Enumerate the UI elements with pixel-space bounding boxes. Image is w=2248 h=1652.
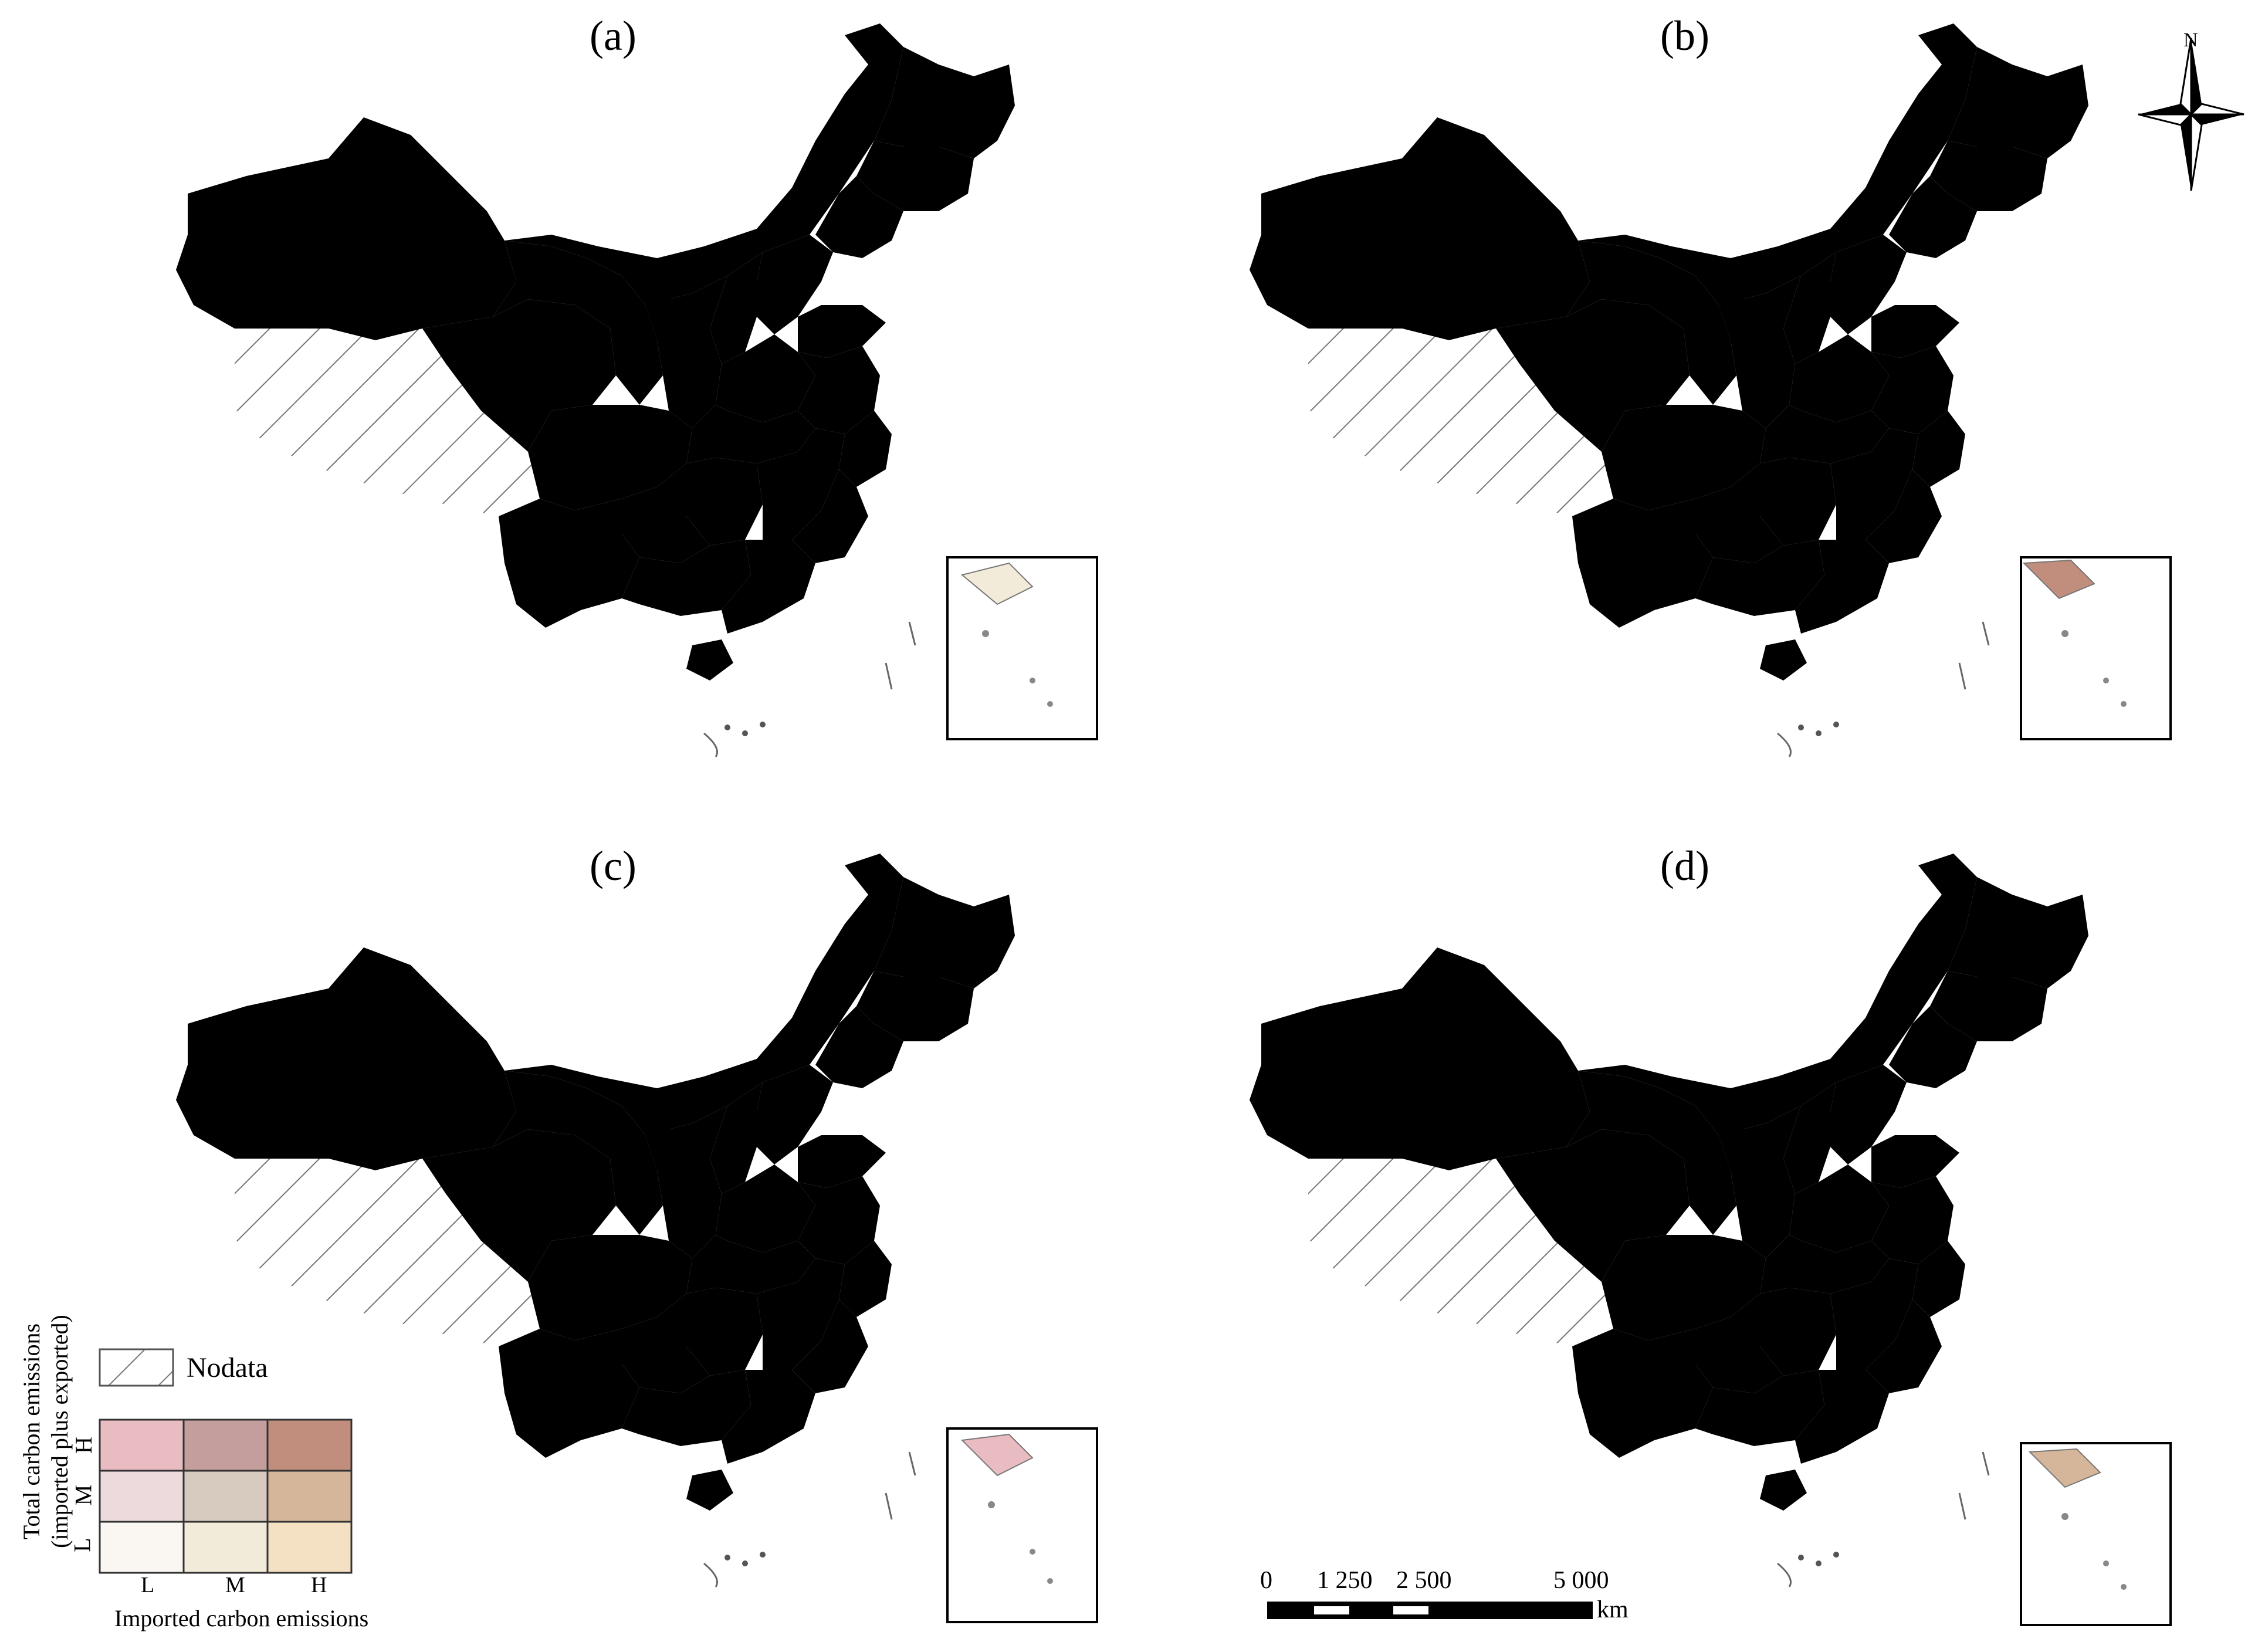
legend-col-label-l: L (141, 1573, 155, 1597)
legend-cell-m-l (99, 1470, 185, 1523)
panel-label-d: (d) (1660, 842, 1709, 889)
compass-label: N (2183, 29, 2198, 51)
legend-y-axis-title: Total carbon emissions (imported plus ex… (18, 1279, 74, 1584)
nodata-label: Nodata (187, 1352, 268, 1383)
legend-cell-l-l (99, 1521, 185, 1574)
legend-cell-l-m (182, 1521, 269, 1574)
legend-row-label-h: H (70, 1437, 97, 1454)
legend-cell-l-h (266, 1521, 353, 1574)
nodata-swatch (99, 1348, 174, 1387)
bivariate-legend-grid (99, 1419, 353, 1574)
legend-y-title-line1: Total carbon emissions (18, 1323, 45, 1540)
scale-tick-1250: 1 250 (1317, 1567, 1373, 1594)
scale-tick-2500: 2 500 (1396, 1567, 1452, 1594)
scale-unit: km (1597, 1596, 1629, 1623)
scale-tick-0: 0 (1260, 1567, 1272, 1594)
legend-cell-m-m (182, 1470, 269, 1523)
scale-tick-5000: 5 000 (1553, 1567, 1609, 1594)
legend-x-axis-title: Imported carbon emissions (114, 1605, 369, 1631)
inset-box-b (2020, 556, 2172, 740)
legend-row-label-l: L (69, 1538, 96, 1552)
legend-col-label-h: H (311, 1573, 327, 1597)
map-panel-b (1248, 22, 2172, 758)
legend-cell-h-h (266, 1419, 353, 1472)
map-panel-c (175, 852, 1098, 1623)
panel-label-c: (c) (590, 842, 637, 889)
legend-cell-m-h (266, 1470, 353, 1523)
map-panel-a (175, 22, 1098, 758)
legend-col-label-m: M (225, 1573, 245, 1597)
legend-cell-h-m (182, 1419, 269, 1472)
legend-row-label-m: M (70, 1484, 97, 1506)
north-arrow-icon (2138, 38, 2244, 191)
panel-label-b: (b) (1660, 12, 1709, 59)
legend-cell-h-l (99, 1419, 185, 1472)
scale-bar (1267, 1602, 1593, 1619)
panel-label-a: (a) (590, 12, 637, 59)
map-panel-d (1248, 852, 2172, 1626)
